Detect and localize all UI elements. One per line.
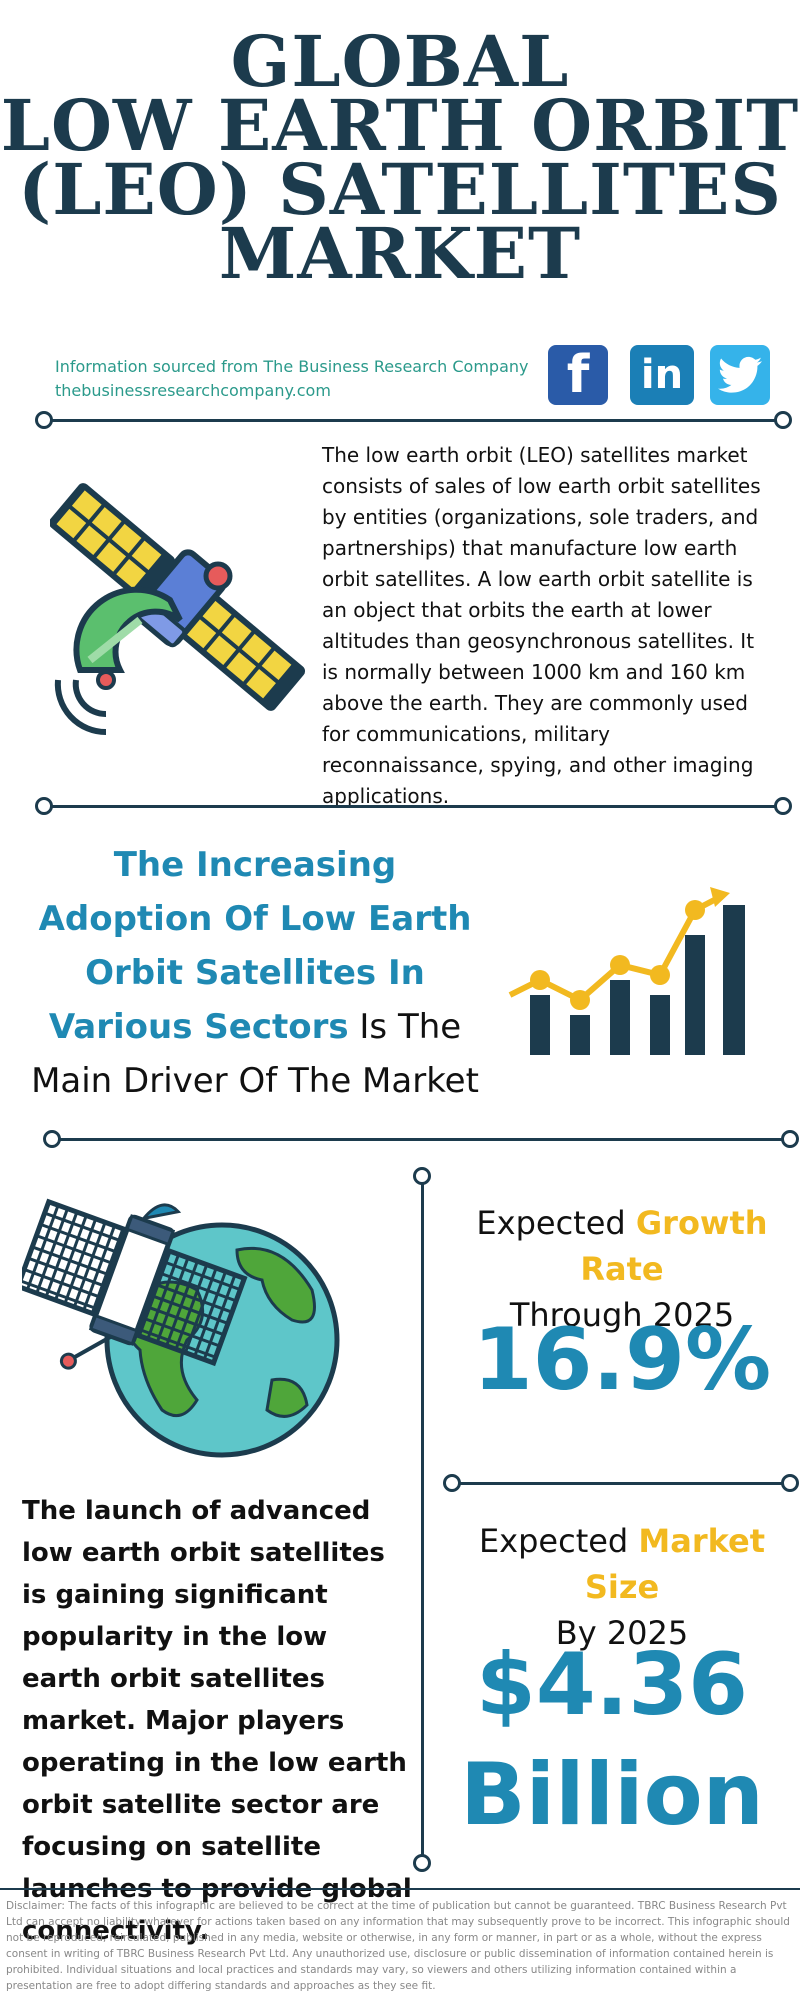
divider-3-dot-left [43,1130,61,1148]
footer-divider [0,1888,800,1890]
title-line-1: GLOBAL [230,20,570,103]
linkedin-icon[interactable]: in [630,345,694,405]
facebook-glyph: f [566,345,590,405]
launch-trend-text: The launch of advanced low earth orbit s… [22,1496,412,1946]
twitter-icon[interactable] [710,345,770,405]
growth-rate-highlight: Growth Rate [580,1204,768,1288]
divider-4-dot-left [443,1474,461,1492]
vertical-divider-top-dot [413,1167,431,1185]
market-driver-statement: The Increasing Adoption Of Low Earth Orb… [25,838,485,1108]
linkedin-glyph: in [640,352,684,398]
divider-4-dot-right [781,1474,799,1492]
source-website[interactable]: thebusinessresearchcompany.com [55,381,331,400]
growth-rate-period: Through 2025 [509,1296,735,1334]
facebook-icon[interactable]: f [548,345,608,405]
growth-rate-prefix: Expected [476,1204,636,1242]
market-size-amount: $4.36 [475,1635,749,1735]
growth-rate-value: 16.9% [472,1310,772,1410]
vertical-divider [421,1178,424,1868]
divider-1-dot-left [35,411,53,429]
divider-3 [52,1138,792,1141]
divider-2 [44,805,784,808]
source-line: Information sourced from The Business Re… [55,357,529,376]
market-description: The low earth orbit (LEO) satellites mar… [322,443,761,808]
title-line-4: MARKET [218,212,582,295]
divider-1-dot-right [774,411,792,429]
satellite-icon [50,483,306,736]
market-size-value: $4.36 Billion [422,1630,800,1850]
page-title: GLOBAL LOW EARTH ORBIT (LEO) SATELLITES … [0,20,800,295]
source-info: Information sourced from The Business Re… [55,355,528,403]
divider-4 [452,1482,792,1485]
title-line-2: LOW EARTH ORBIT [0,84,800,167]
market-size-prefix: Expected [478,1522,639,1560]
divider-2-dot-left [35,797,53,815]
driver-highlight: The Increasing Adoption Of Low Earth Orb… [38,845,472,1047]
market-size-period: By 2025 [555,1614,689,1652]
market-size-label: Expected Market Size By 2025 [442,1518,800,1656]
market-size-highlight: Market Size [584,1522,766,1606]
satellite-globe-icon [22,1198,340,1458]
disclaimer: Disclaimer: The facts of this infographi… [6,1900,790,1992]
market-size-unit: Billion [460,1745,764,1845]
divider-1 [44,419,784,422]
twitter-bird-glyph [718,356,762,393]
vertical-divider-bottom-dot [413,1854,431,1872]
growth-chart-icon [508,887,745,1055]
driver-rest: Is The Main Driver Of The Market [31,1007,479,1101]
growth-rate-label: Expected Growth Rate Through 2025 [442,1200,800,1338]
divider-3-dot-right [781,1130,799,1148]
title-line-3: (LEO) SATELLITES [18,148,782,231]
divider-2-dot-right [774,797,792,815]
